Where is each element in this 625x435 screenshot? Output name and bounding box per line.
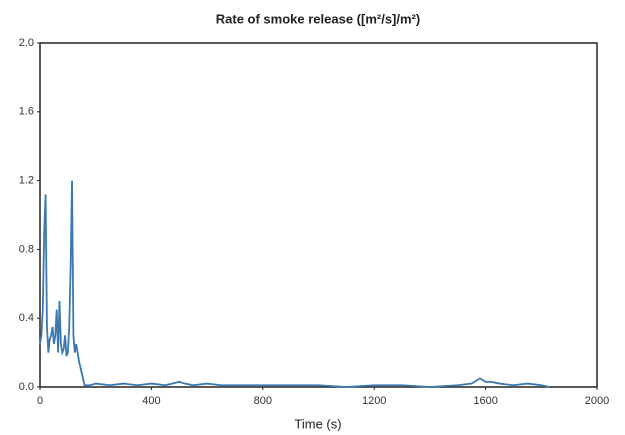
y-tick-label: 1.6	[19, 106, 34, 118]
y-tick-label: 0.4	[19, 312, 34, 324]
data-line	[39, 180, 550, 388]
x-tick-label: 0	[37, 395, 43, 407]
y-tick-label: 2.0	[19, 37, 34, 49]
x-tick-label: 400	[142, 395, 160, 407]
y-tick-label: 0.8	[19, 243, 34, 255]
x-tick-label: 1200	[362, 395, 386, 407]
x-tick-label: 2000	[585, 395, 609, 407]
y-tick-label: 1.2	[19, 175, 34, 187]
x-tick-label: 800	[254, 395, 272, 407]
x-tick-label: 1600	[473, 395, 497, 407]
y-tick-label: 0.0	[19, 381, 34, 393]
plot-frame	[39, 42, 598, 388]
chart-title: Rate of smoke release ([m²/s]/m²)	[216, 11, 420, 26]
x-axis-title: Time (s)	[294, 416, 341, 431]
